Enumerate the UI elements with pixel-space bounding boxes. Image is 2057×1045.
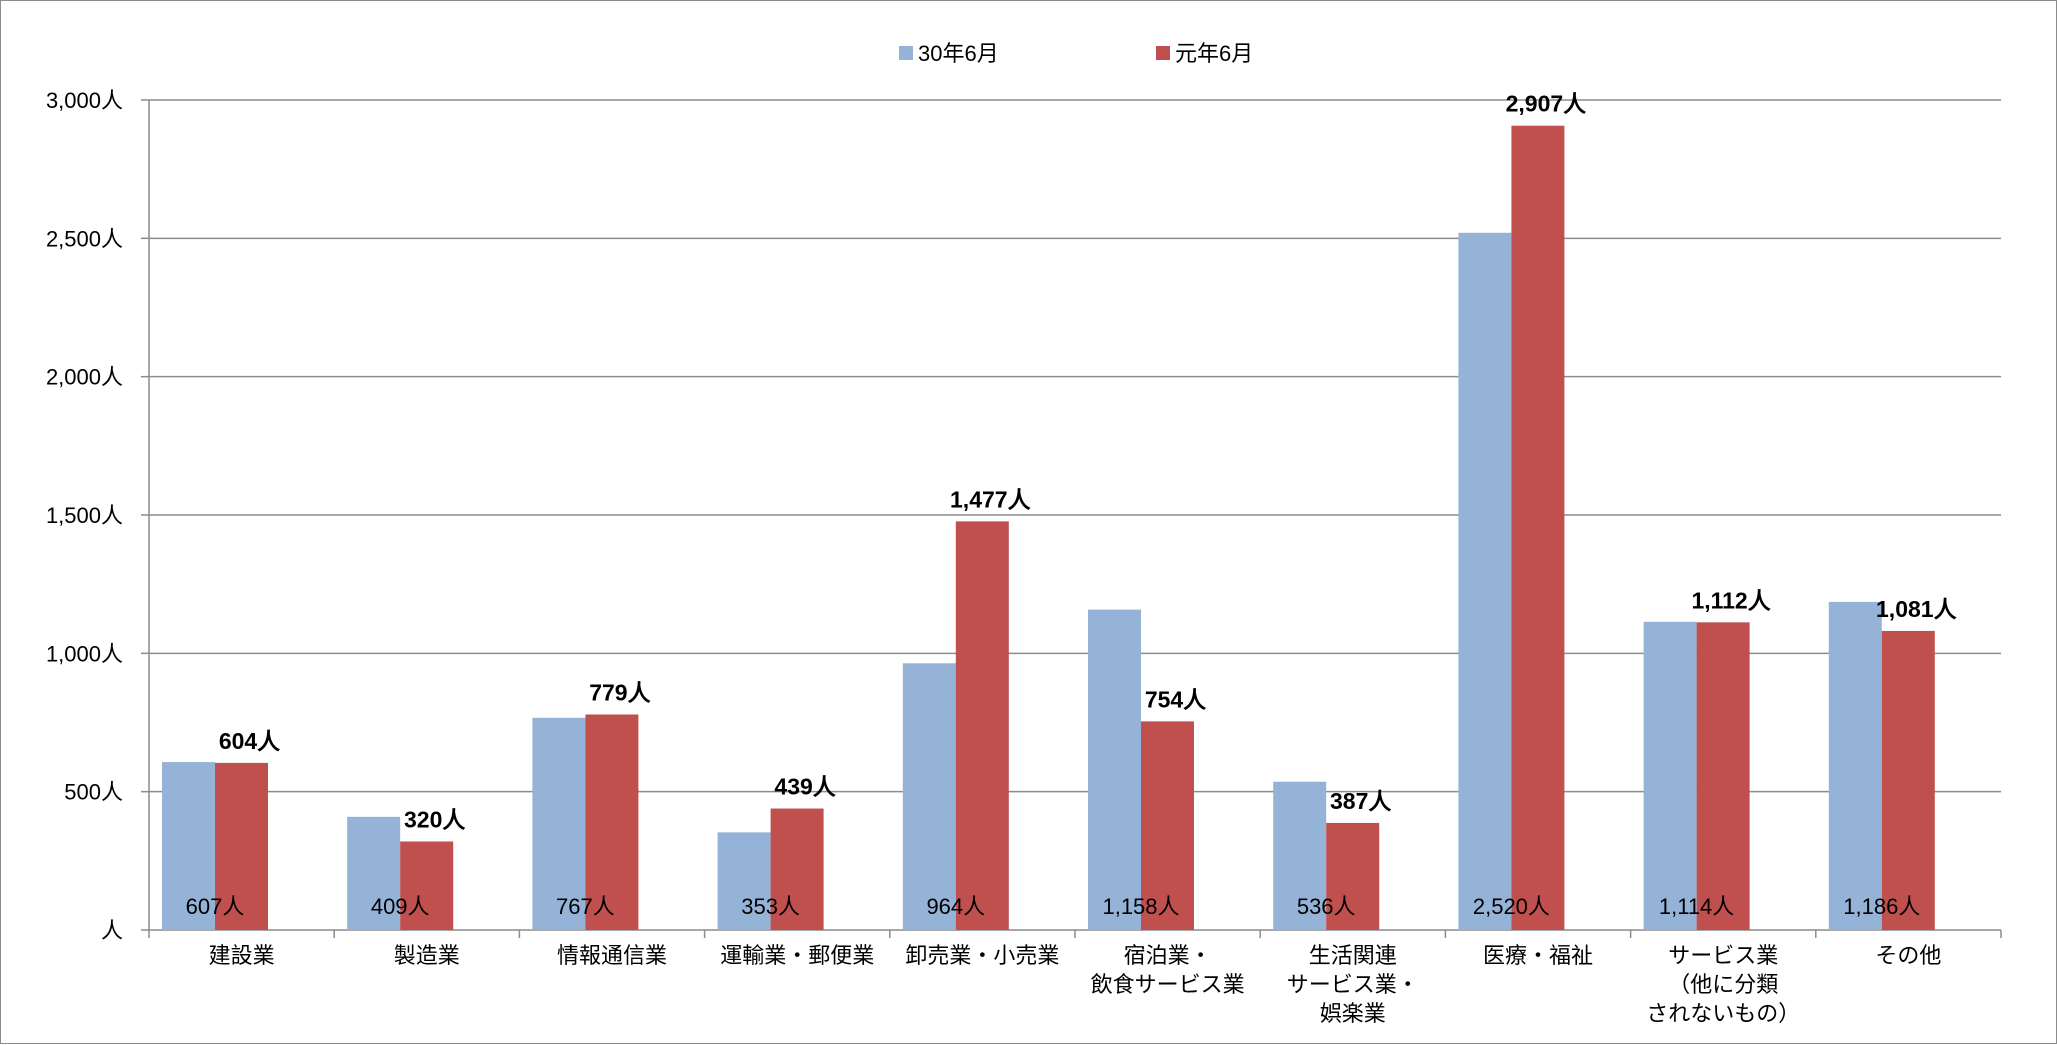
legend-label: 元年6月 [1175, 41, 1253, 66]
data-label-series2: 779人 [589, 679, 651, 705]
category-label: サービス業・ [1287, 972, 1419, 997]
bar-series2 [585, 714, 639, 930]
data-label-series1: 409人 [371, 894, 430, 919]
y-tick-label: 500人 [64, 780, 123, 805]
category-label: 製造業 [394, 943, 460, 968]
bar-series1 [717, 832, 771, 930]
category-label: 宿泊業・ [1124, 943, 1212, 968]
bar-series1 [1643, 621, 1697, 930]
y-tick-label: 2,500人 [46, 226, 123, 251]
data-label-series1: 1,158人 [1102, 894, 1179, 919]
data-label-series1: 2,520人 [1473, 894, 1550, 919]
category-label: その他 [1875, 943, 1941, 968]
data-label-series2: 604人 [219, 728, 281, 754]
y-tick-label: 1,000人 [46, 641, 123, 666]
bar-series1 [1458, 232, 1512, 931]
data-label-series1: 1,114人 [1659, 894, 1734, 919]
y-tick-label: 3,000人 [46, 88, 123, 113]
data-label-series2: 1,081人 [1876, 596, 1958, 622]
data-label-series2: 387人 [1330, 788, 1392, 814]
bar-series2 [1696, 622, 1750, 930]
data-label-series1: 1,186人 [1843, 894, 1920, 919]
data-label-series1: 607人 [186, 894, 245, 919]
data-label-series2: 320人 [404, 806, 466, 832]
bar-series2 [1141, 721, 1194, 930]
data-label-series2: 1,112人 [1691, 587, 1771, 613]
bar-series1 [1088, 609, 1141, 930]
bar-series2 [1881, 630, 1935, 930]
legend-label: 30年6月 [918, 41, 999, 66]
category-label: 生活関連 [1309, 943, 1397, 968]
category-label: 娯楽業 [1320, 1001, 1386, 1026]
category-label: 建設業 [209, 943, 275, 968]
bar-series2 [770, 808, 824, 930]
category-label: 情報通信業 [557, 943, 667, 968]
data-label-series2: 1,477人 [950, 486, 1032, 512]
bar-series1 [347, 816, 401, 930]
category-label: されないもの） [1646, 1001, 1800, 1026]
data-label-series1: 767人 [556, 894, 615, 919]
y-tick-label: 1,500人 [46, 503, 123, 528]
legend-swatch [1156, 46, 1170, 60]
bar-series1 [902, 663, 956, 930]
bar-series1 [1828, 601, 1882, 930]
category-label: 卸売業・小売業 [905, 943, 1059, 968]
legend-swatch [899, 46, 913, 60]
bar-series2 [955, 521, 1009, 930]
bar-series2 [1511, 125, 1565, 931]
category-label: サービス業 [1668, 943, 1778, 968]
bar-series2 [1326, 822, 1380, 930]
data-label-series1: 353人 [741, 894, 800, 919]
data-label-series2: 2,907人 [1506, 91, 1588, 117]
category-label: 飲食サービス業 [1091, 972, 1245, 997]
bar-series1 [1273, 781, 1327, 930]
bar-series1 [532, 717, 586, 930]
category-label: 運輸業・郵便業 [720, 943, 874, 968]
data-label-series2: 754人 [1145, 686, 1207, 712]
data-label-series2: 439人 [774, 774, 836, 800]
category-label: 医療・福祉 [1483, 943, 1593, 968]
category-label: （他に分類 [1668, 972, 1778, 997]
bar-series1 [162, 762, 215, 930]
data-label-series1: 536人 [1297, 894, 1356, 919]
bar-series2 [400, 841, 454, 930]
bar-series2 [215, 762, 268, 930]
y-tick-label: 2,000人 [46, 365, 123, 390]
y-tick-label: 人 [101, 918, 123, 943]
data-label-series1: 964人 [926, 894, 985, 919]
